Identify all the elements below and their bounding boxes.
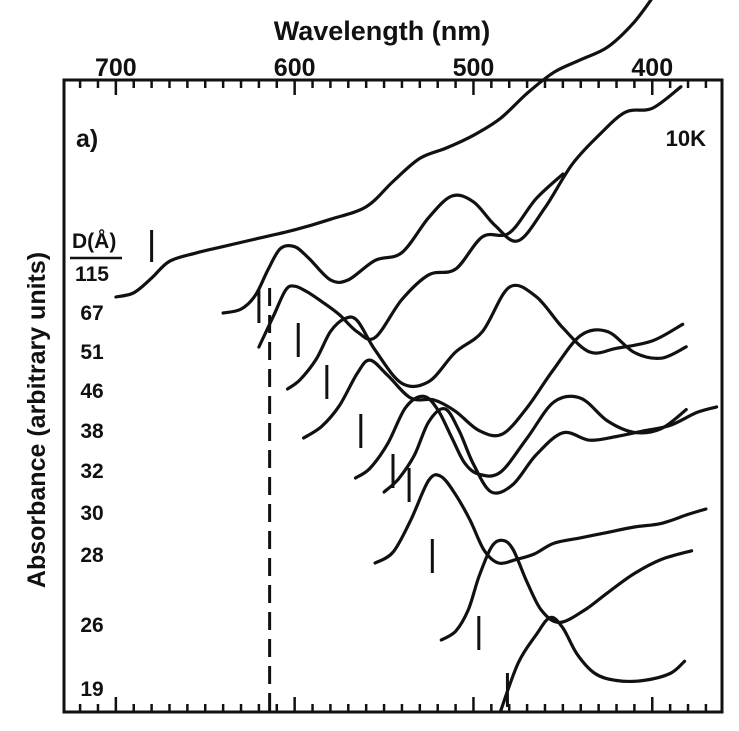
- spectrum-curve-32: [353, 394, 688, 480]
- series-label-26: 26: [80, 614, 103, 637]
- series-labels: 115 67 51 46 38 32 30 28 26 19: [70, 256, 122, 701]
- plot-area-border: [62, 78, 724, 714]
- spectrum-curve-19: [498, 615, 687, 714]
- series-label-28: 28: [80, 544, 104, 567]
- series-label-30: 30: [80, 502, 103, 525]
- spectrum-curve-28: [373, 473, 708, 565]
- x-tick-label: 500: [453, 54, 495, 82]
- panel-label: a): [76, 125, 98, 153]
- spectrum-curve-30: [382, 405, 719, 495]
- series-label-19: 19: [80, 678, 103, 701]
- series-label-46: 46: [80, 380, 103, 403]
- y-axis-title: Absorbance (arbitrary units): [23, 252, 51, 588]
- x-axis-ticks: 700 600 500 400: [78, 54, 708, 712]
- spectrum-curve-46: [285, 283, 685, 391]
- plot-frame: [62, 78, 724, 714]
- x-tick-label: 400: [631, 54, 673, 82]
- spectrum-curve-38: [302, 328, 688, 440]
- spectrum-curve-67: [221, 85, 683, 315]
- series-label-38: 38: [80, 420, 104, 443]
- x-axis-title: Wavelength (nm): [274, 16, 491, 46]
- chart-text: Wavelength (nm) Absorbance (arbitrary un…: [23, 16, 706, 588]
- temperature-label: 10K: [666, 126, 706, 151]
- series-label-67: 67: [80, 302, 103, 325]
- spectra-curves: [114, 0, 719, 714]
- x-tick-label: 700: [95, 54, 137, 82]
- series-label-51: 51: [80, 341, 104, 364]
- series-label-32: 32: [80, 460, 103, 483]
- spectrum-curve-26: [439, 538, 694, 642]
- edge-markers: [150, 230, 509, 707]
- spectrum-curve-115: [114, 0, 653, 299]
- spectrum-curve-51: [257, 172, 565, 349]
- series-label-115: 115: [75, 263, 109, 286]
- legend-header: D(Å): [72, 229, 116, 253]
- x-tick-label: 600: [274, 54, 316, 82]
